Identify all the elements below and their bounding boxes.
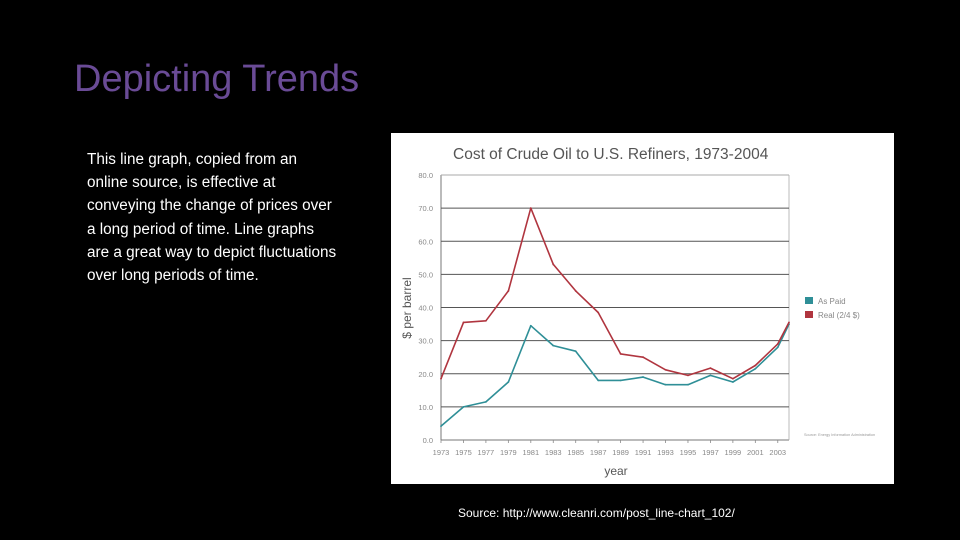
x-tick-label: 1979 (500, 448, 517, 457)
legend-swatch (805, 311, 813, 318)
legend-swatch (805, 297, 813, 304)
x-tick-label: 2003 (769, 448, 786, 457)
x-tick-label: 1989 (612, 448, 629, 457)
x-tick-label: 1993 (657, 448, 674, 457)
data-point (485, 319, 487, 322)
data-point (754, 367, 757, 370)
data-point (776, 346, 779, 349)
x-tick-label: 1999 (725, 448, 742, 457)
data-point (574, 350, 577, 353)
data-point (619, 379, 622, 382)
y-tick-label: 40.0 (418, 304, 433, 313)
oil-price-line-chart: Cost of Crude Oil to U.S. Refiners, 1973… (400, 146, 875, 478)
chart-title: Cost of Crude Oil to U.S. Refiners, 1973… (453, 146, 769, 163)
x-tick-label: 1977 (478, 448, 495, 457)
data-point (529, 207, 532, 210)
data-point (687, 383, 689, 386)
y-tick-label: 70.0 (418, 204, 433, 213)
source-citation: Source: http://www.cleanri.com/post_line… (458, 506, 735, 520)
x-tick-label: 1973 (433, 448, 450, 457)
data-point (462, 405, 465, 408)
data-point (731, 381, 734, 383)
data-point (597, 311, 600, 314)
data-point (440, 377, 442, 380)
data-point (574, 290, 577, 292)
x-tick-label: 1985 (567, 448, 584, 457)
y-tick-label: 50.0 (418, 270, 433, 279)
data-point (642, 356, 644, 359)
x-tick-label: 1991 (635, 448, 652, 457)
x-tick-label: 1995 (680, 448, 697, 457)
legend-label: Real (2/4 $) (818, 311, 860, 320)
data-point (552, 263, 555, 266)
data-point (664, 383, 667, 386)
x-tick-label: 1997 (702, 448, 719, 457)
slide-title: Depicting Trends (74, 58, 360, 100)
data-point (776, 343, 779, 345)
data-point (440, 425, 442, 427)
data-point (462, 321, 465, 324)
chart-image: Cost of Crude Oil to U.S. Refiners, 1973… (391, 133, 894, 484)
y-axis-label: $ per barrel (400, 277, 414, 338)
x-tick-label: 1975 (455, 448, 472, 457)
y-tick-label: 20.0 (418, 370, 433, 379)
x-axis-label: year (604, 464, 627, 478)
series-line-real-2-4 (440, 207, 790, 380)
data-point (731, 377, 734, 380)
data-point (619, 352, 622, 355)
series-line-as-paid (440, 323, 790, 427)
data-point (754, 364, 757, 367)
data-point (529, 324, 532, 327)
y-tick-label: 30.0 (418, 337, 433, 346)
body-text: This line graph, copied from an online s… (87, 151, 337, 285)
chart-source-note: Source: Energy Information Administratio… (804, 433, 875, 437)
data-point (507, 290, 510, 292)
data-point (597, 379, 600, 382)
x-tick-label: 2001 (747, 448, 764, 457)
y-tick-label: 10.0 (418, 403, 433, 412)
data-point (507, 381, 510, 383)
data-point (642, 376, 644, 378)
y-tick-label: 60.0 (418, 237, 433, 246)
x-tick-label: 1981 (522, 448, 539, 457)
data-point (709, 374, 712, 377)
data-point (687, 374, 689, 377)
x-tick-label: 1987 (590, 448, 607, 457)
data-point (664, 368, 667, 371)
data-point (485, 401, 487, 403)
x-tick-label: 1983 (545, 448, 562, 457)
data-point (709, 367, 712, 370)
legend-label: As Paid (818, 297, 846, 306)
data-point (552, 344, 555, 347)
y-tick-label: 80.0 (418, 171, 433, 180)
data-point (788, 321, 790, 324)
y-tick-label: 0.0 (423, 436, 433, 445)
